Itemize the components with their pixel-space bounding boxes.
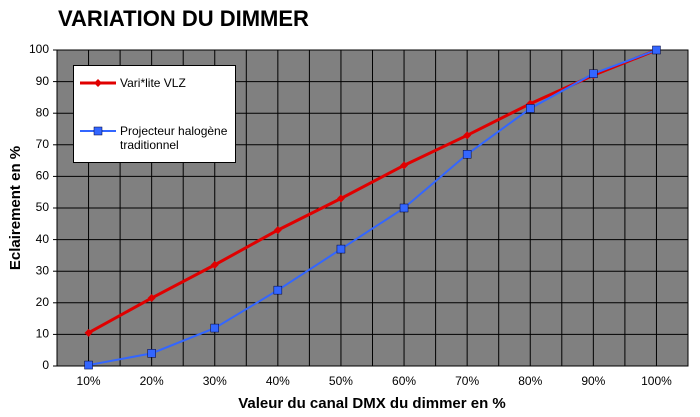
y-tick-label: 50 — [36, 200, 50, 214]
marker — [526, 104, 535, 113]
marker — [336, 244, 346, 254]
marker — [462, 150, 472, 159]
marker — [589, 69, 598, 78]
chart-title: VARIATION DU DIMMER — [58, 6, 309, 31]
marker — [273, 285, 283, 295]
marker — [93, 126, 103, 136]
marker — [94, 79, 102, 87]
marker — [400, 161, 409, 170]
legend-item: Projecteur halogène traditionnel — [78, 124, 230, 152]
y-tick-label: 0 — [42, 358, 49, 372]
x-tick-label: 100% — [641, 374, 672, 388]
legend-label: Projecteur halogène traditionnel — [120, 124, 228, 152]
x-tick-label: 30% — [203, 374, 227, 388]
legend-label: Vari*lite VLZ — [120, 76, 186, 90]
marker — [652, 45, 661, 55]
series-line — [88, 49, 657, 367]
marker — [84, 328, 93, 337]
x-axis-label: Valeur du canal DMX du dimmer en % — [238, 395, 506, 412]
legend-swatch — [80, 126, 116, 136]
y-tick-label: 70 — [36, 137, 50, 151]
x-tick-label: 50% — [329, 374, 353, 388]
x-tick-label: 80% — [518, 374, 542, 388]
y-axis-label: Eclairement en % — [7, 146, 24, 270]
x-tick-label: 60% — [392, 374, 416, 388]
y-tick-label: 20 — [36, 295, 50, 309]
marker — [84, 360, 93, 370]
legend-swatch — [80, 79, 116, 87]
x-tick-label: 70% — [455, 374, 479, 388]
y-tick-label: 90 — [36, 74, 50, 88]
legend-item: Vari*lite VLZ — [78, 76, 230, 90]
x-tick-label: 10% — [77, 374, 101, 388]
series-line — [87, 48, 658, 335]
y-tick-label: 80 — [36, 105, 50, 119]
x-tick-label: 20% — [140, 374, 164, 388]
marker — [336, 194, 345, 203]
marker — [463, 131, 472, 140]
y-tick-label: 30 — [36, 263, 50, 277]
y-tick-label: 100 — [29, 42, 49, 56]
marker — [147, 349, 156, 358]
marker — [147, 294, 156, 303]
x-tick-label: 40% — [266, 374, 290, 388]
y-tick-label: 60 — [36, 169, 50, 183]
marker — [399, 203, 409, 213]
marker — [273, 226, 282, 235]
y-tick-label: 40 — [36, 232, 50, 246]
marker — [210, 323, 219, 333]
y-tick-label: 10 — [36, 327, 50, 341]
legend: Vari*lite VLZ Projecteur halogène traditi… — [73, 65, 236, 163]
marker — [210, 260, 219, 269]
plot-border — [56, 49, 689, 367]
x-tick-label: 90% — [581, 374, 605, 388]
